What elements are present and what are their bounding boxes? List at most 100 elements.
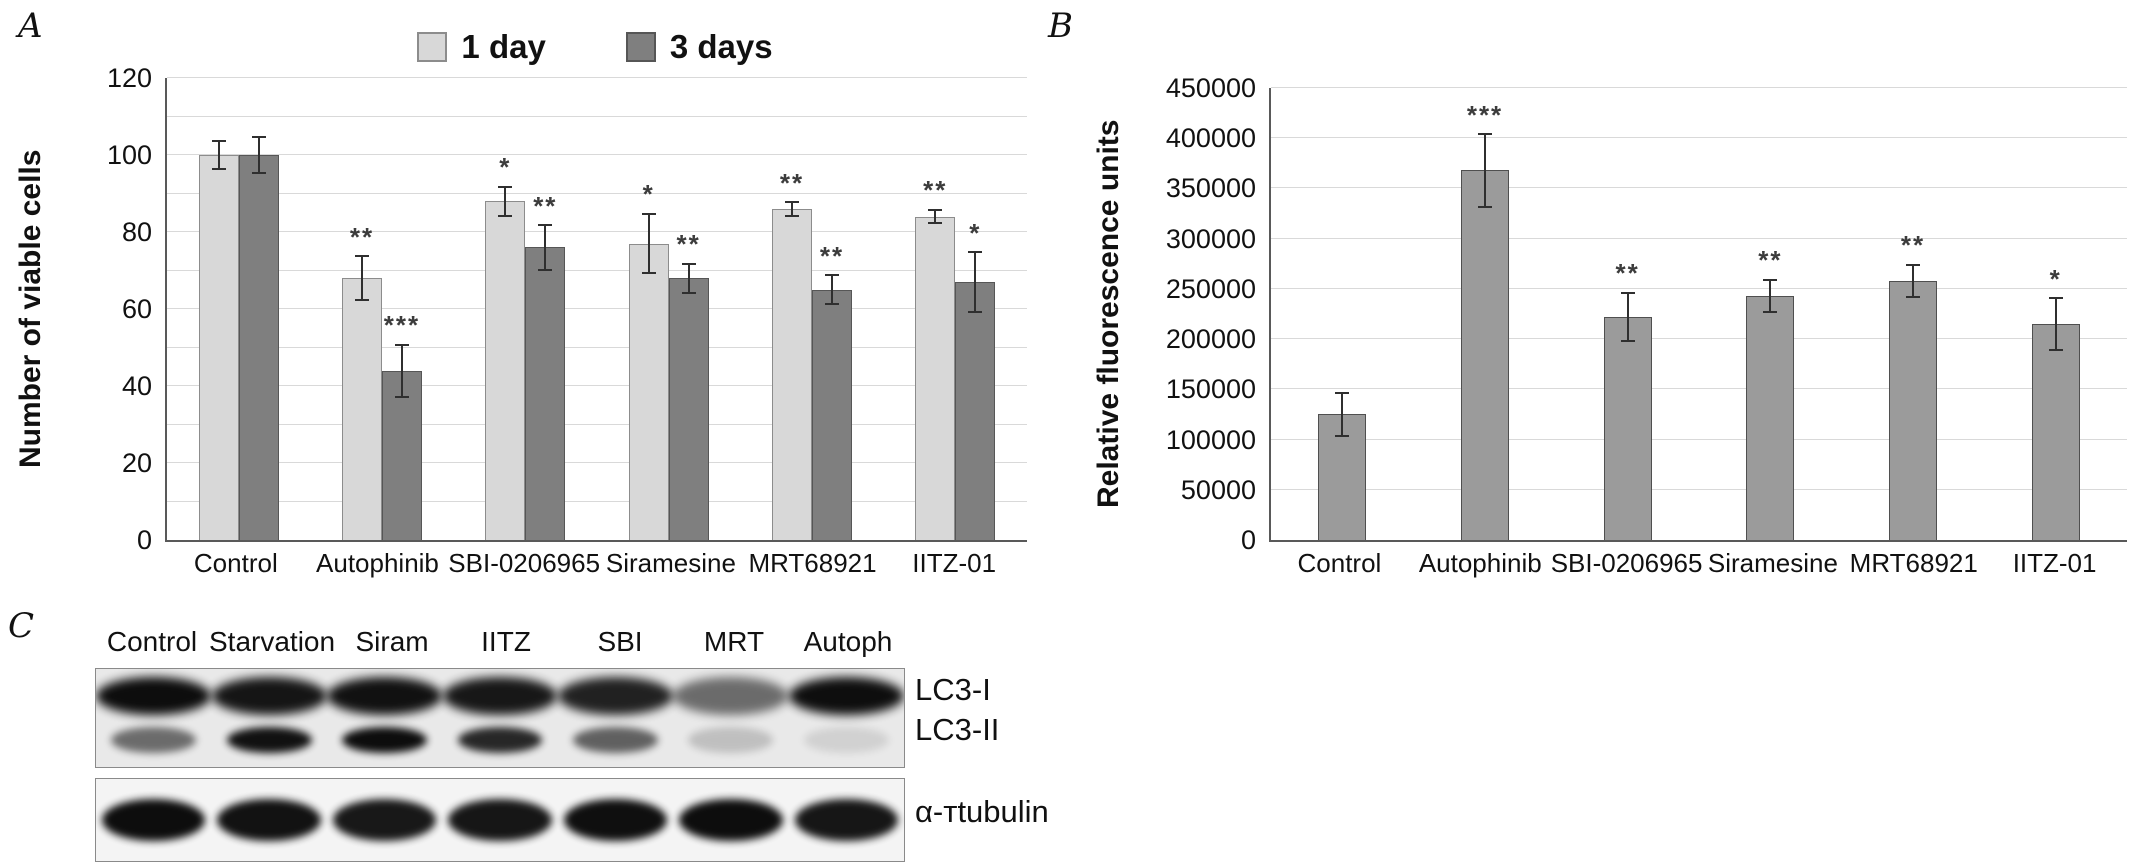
lc3i-band [327,677,442,715]
chart-b-y-axis-title: Relative fluorescence units [1092,119,1125,509]
lc3i-band [558,677,673,715]
bar [525,247,566,540]
bar-IITZ-01: ** [915,78,956,540]
legend-swatch-3-days [625,32,656,62]
legend-swatch-1-day [417,32,448,62]
blot-lane-label: Starvation [208,626,336,657]
gridline [167,462,1027,464]
bar-IITZ-01: * [955,78,996,540]
bar [198,155,239,540]
bar [1746,295,1795,540]
bar-Control [198,78,239,540]
significance-stars: * [642,179,655,210]
legend-label-3-days: 3 days [669,28,773,65]
bar-SBI-0206965: * [485,78,526,540]
bar-MRT68921: ** [811,78,852,540]
chart-a-y-axis-ticks: 0 20 40 60 80 100 120 [58,64,152,554]
lc3ii-band [573,727,658,753]
error-bar [251,135,266,175]
bar-MRT68921: ** [771,78,812,540]
gridline [1271,287,2127,289]
tubulin-band-label: α-тtubulin [915,794,1049,829]
bar [341,278,382,540]
tub-band [679,799,783,841]
chart-a-plot-area: ** *** * ** * ** ** ** ** * [165,77,1027,542]
lc3ii-band [803,727,889,753]
lc3-ii-band-label: LC3-II [915,712,1000,747]
gridline [167,385,1027,387]
significance-stars: *** [383,310,421,341]
error-bar [1620,291,1635,343]
gridline [167,346,1027,348]
error-bar [1763,278,1778,314]
bar-group-Control [1271,88,1414,540]
bar-group-SBI-0206965: ** [1556,88,1699,540]
lc3ii-band [111,727,197,753]
x-axis-category-label: IITZ-01 [2012,548,2097,578]
legend-item-1-day: 1 day [417,28,546,66]
error-bar [968,251,983,313]
bar-Control [238,78,279,540]
error-bar [1906,263,1921,299]
legend-item-3-days: 3 days [625,28,773,66]
tub-band [448,799,552,841]
panel-c-label: C [8,606,35,646]
y-axis-tick-label: 350000 [1165,173,1256,204]
significance-stars: * [2049,263,2062,294]
bar-Siramesine: ** [668,78,709,540]
error-bar [824,274,839,306]
gridline [1271,388,2127,390]
gridline [1271,137,2127,139]
blot-lane-label: MRT [703,626,765,657]
lc3-western-blot [95,668,905,768]
bar-SBI-0206965: ** [1603,88,1652,540]
bar-Autophinib: *** [1461,88,1509,540]
bar-IITZ-01: * [2031,88,2080,540]
bar-group-Autophinib: *** [1414,88,1557,540]
bar-Siramesine: * [628,78,669,540]
bar-group-SBI-0206965: * ** [454,78,597,540]
lc3-i-band-label: LC3-I [915,672,991,707]
y-axis-tick-label: 400000 [1165,123,1256,154]
gridline [1271,187,2127,189]
y-axis-tick-label: 50000 [1180,474,1256,505]
lc3i-band [788,677,904,715]
chart-a-y-axis-title: Number of viable cells [14,149,47,469]
tub-band [563,799,668,841]
y-axis-tick-label: 250000 [1165,273,1256,304]
bar [2031,324,2080,540]
gridline [167,308,1027,309]
bar [955,282,996,540]
y-axis-tick-label: 0 [1240,525,1256,555]
bar [238,155,279,540]
gridline [1271,87,2127,88]
tub-band [794,799,898,841]
blot-lane-label: Siram [355,626,429,657]
y-axis-tick-label: 450000 [1165,73,1256,103]
bar-group-Control [167,78,310,540]
lc3ii-band [688,727,774,753]
blot-lane-label: SBI [597,626,643,657]
significance-stars: ** [533,190,558,221]
error-bar [498,185,513,217]
x-axis-category-label: Control [193,548,278,578]
significance-stars: ** [923,175,948,206]
y-axis-tick-label: 120 [106,63,152,93]
bar-Siramesine: ** [1746,88,1795,540]
tub-band [217,799,321,841]
bar-group-Siramesine: * ** [597,78,740,540]
significance-stars: ** [676,229,701,260]
x-axis-category-label: IITZ-01 [912,548,997,578]
lc3i-band [673,677,789,715]
error-bar [681,262,696,294]
lc3ii-band [342,727,427,753]
x-axis-category-label: MRT68921 [748,548,877,578]
panel-b-label: B [1048,6,1073,46]
y-axis-tick-label: 150000 [1165,374,1256,405]
blot-lane-label: IITZ [481,626,531,657]
gridline [167,423,1027,425]
gridline [167,77,1027,78]
bar [1889,280,1938,540]
tubulin-western-blot [95,778,905,862]
error-bar [928,208,943,225]
